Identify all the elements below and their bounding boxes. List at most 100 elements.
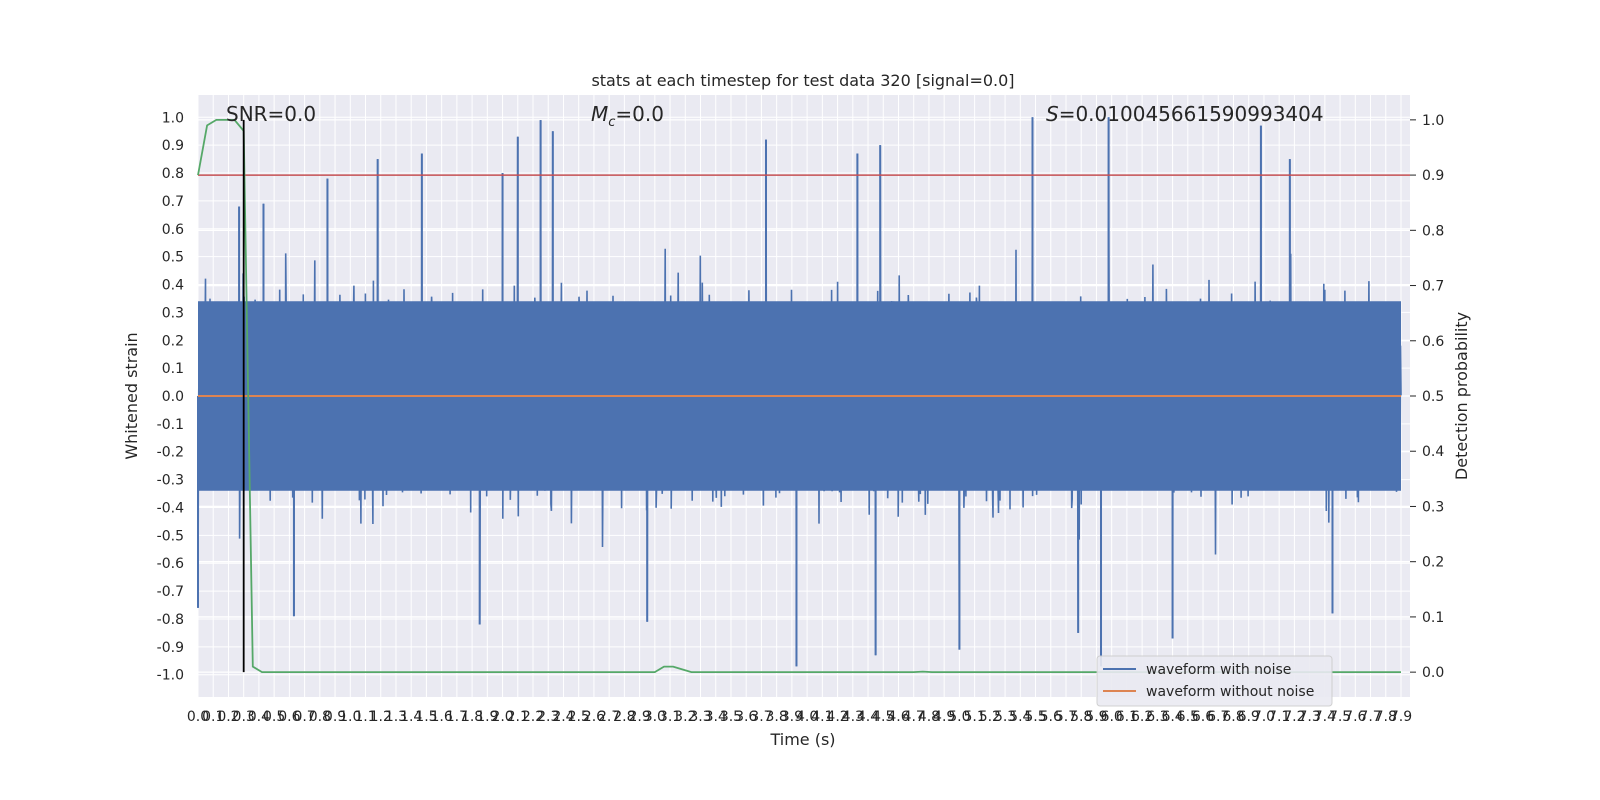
x-tick-label: 4.8 (918, 709, 940, 725)
y2-tick-label: 0.9 (1422, 168, 1444, 184)
x-tick-label: 6.3 (1146, 709, 1168, 725)
y-axis-label: Whitened strain (122, 332, 141, 459)
x-tick-label: 6.4 (1161, 709, 1183, 725)
s-annotation: S=0.010045661590993404 (1046, 102, 1324, 126)
y2-tick-label: 0.8 (1422, 223, 1444, 239)
x-tick-label: 0.5 (263, 709, 285, 725)
y-tick-label: 0.9 (162, 138, 184, 154)
series-detection-probability (197, 119, 1401, 673)
x-tick-label: 3.3 (689, 709, 711, 725)
x-tick-label: 0.3 (233, 709, 255, 725)
x-tick-label: 7.9 (1390, 709, 1412, 725)
legend-label-clean: waveform without noise (1146, 684, 1314, 700)
x-tick-label: 5.8 (1070, 709, 1092, 725)
legend-box (1096, 655, 1333, 707)
y-tick-label: 0.6 (162, 222, 184, 238)
x-tick-label: 1.9 (476, 709, 498, 725)
x-tick-label: 0.6 (278, 709, 300, 725)
chart-title: stats at each timestep for test data 320… (591, 71, 1014, 90)
y2-tick-labels: 1.0 0.9 0.8 0.7 0.6 0.5 0.4 0.3 0.2 0.1 0.0 (1410, 113, 1444, 681)
x-tick-label: 2.9 (628, 709, 650, 725)
x-tick-label: 2.0 (491, 709, 513, 725)
y2-tick-label: 0.5 (1422, 389, 1444, 405)
y-tick-label: -0.2 (157, 445, 184, 461)
x-tick-label: 2.3 (537, 709, 559, 725)
x-tick-label: 4.9 (933, 709, 955, 725)
x-tick-label: 6.5 (1177, 709, 1199, 725)
x-tick-label: 4.1 (811, 709, 833, 725)
x-tick-label: 5.5 (1024, 709, 1046, 725)
x-tick-label: 0.4 (248, 709, 270, 725)
x-tick-label: 4.3 (842, 709, 864, 725)
y2-tick-label: 0.2 (1422, 555, 1444, 571)
x-tick-label: 7.2 (1283, 709, 1305, 725)
x-tick-label: 6.9 (1238, 709, 1260, 725)
x-tick-label: 7.1 (1268, 709, 1290, 725)
x-tick-label: 3.2 (674, 709, 696, 725)
y-tick-label: -0.5 (157, 528, 184, 544)
y-tick-label: -0.7 (157, 584, 184, 600)
y-tick-label: 0.1 (162, 361, 184, 377)
x-tick-labels: 0.00.10.20.30.40.50.60.70.80.91.01.11.21… (187, 709, 1412, 725)
x-tick-label: 5.0 (948, 709, 970, 725)
x-tick-label: 7.5 (1329, 709, 1351, 725)
x-tick-label: 1.0 (339, 709, 361, 725)
x-tick-label: 3.8 (766, 709, 788, 725)
y2-tick-label: 1.0 (1422, 113, 1444, 129)
y-tick-label: -0.1 (157, 417, 184, 433)
x-tick-label: 2.1 (507, 709, 529, 725)
x-tick-label: 5.3 (994, 709, 1016, 725)
x-tick-label: 1.7 (446, 709, 468, 725)
x-tick-label: 3.6 (735, 709, 757, 725)
y-tick-label: -0.6 (157, 556, 184, 572)
y2-axis-label: Detection probability (1452, 312, 1471, 480)
x-tick-label: 5.4 (1009, 709, 1031, 725)
y-tick-label: -1.0 (157, 668, 184, 684)
x-tick-label: 1.1 (354, 709, 376, 725)
y-tick-label: 0.7 (162, 194, 184, 210)
x-tick-label: 4.2 (826, 709, 848, 725)
y2-tick-label: 0.6 (1422, 334, 1444, 350)
y-tick-label: 1.0 (162, 110, 184, 126)
x-tick-label: 6.6 (1192, 709, 1214, 725)
x-tick-label: 3.0 (644, 709, 666, 725)
x-tick-label: 1.6 (431, 709, 453, 725)
x-tick-label: 7.7 (1359, 709, 1381, 725)
x-tick-label: 2.7 (598, 709, 620, 725)
x-tick-label: 0.8 (309, 709, 331, 725)
x-tick-label: 4.0 (796, 709, 818, 725)
x-tick-label: 7.4 (1314, 709, 1336, 725)
y2-tick-label: 0.7 (1422, 279, 1444, 295)
x-tick-label: 7.3 (1299, 709, 1321, 725)
x-tick-label: 0.0 (187, 709, 209, 725)
x-tick-label: 3.1 (659, 709, 681, 725)
y-tick-label: 0.8 (162, 166, 184, 182)
legend-label-noise: waveform with noise (1146, 662, 1291, 678)
x-tick-label: 0.7 (293, 709, 315, 725)
x-tick-label: 7.8 (1375, 709, 1397, 725)
x-tick-label: 6.7 (1207, 709, 1229, 725)
x-tick-label: 0.9 (324, 709, 346, 725)
y2-tick-label: 0.4 (1422, 444, 1444, 460)
x-tick-label: 4.6 (887, 709, 909, 725)
x-tick-label: 4.5 (872, 709, 894, 725)
y-tick-label: 0.0 (162, 389, 184, 405)
x-tick-label: 7.0 (1253, 709, 1275, 725)
x-tick-label: 6.8 (1222, 709, 1244, 725)
legend: waveform with noise waveform without noi… (1096, 655, 1333, 707)
x-tick-label: 1.8 (461, 709, 483, 725)
x-tick-label: 2.8 (613, 709, 635, 725)
x-tick-label: 0.1 (202, 709, 224, 725)
x-tick-label: 2.5 (568, 709, 590, 725)
x-tick-label: 1.2 (370, 709, 392, 725)
x-tick-label: 3.4 (705, 709, 727, 725)
x-tick-label: 5.7 (1055, 709, 1077, 725)
x-tick-label: 1.4 (400, 709, 422, 725)
y-tick-label: -0.4 (157, 500, 184, 516)
snr-annotation: SNR=0.0 (226, 102, 316, 126)
x-tick-label: 4.7 (903, 709, 925, 725)
x-tick-label: 5.9 (1085, 709, 1107, 725)
y-tick-label: -0.9 (157, 640, 184, 656)
x-tick-label: 1.3 (385, 709, 407, 725)
